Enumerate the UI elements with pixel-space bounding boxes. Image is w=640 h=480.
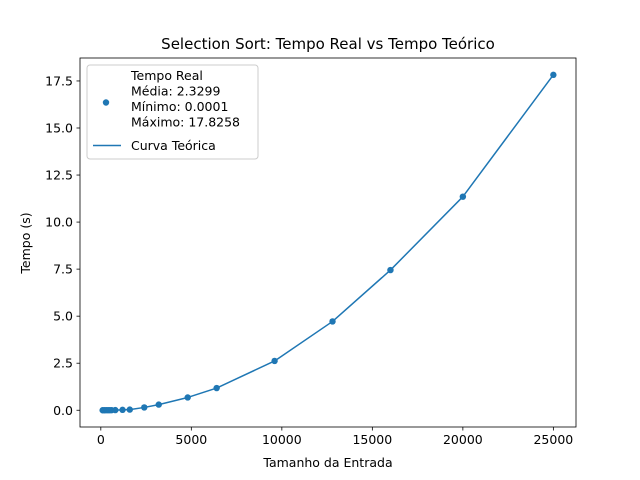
- data-point: [387, 266, 394, 274]
- y-tick-label: 7.5: [53, 262, 73, 277]
- plot-area: [99, 71, 557, 414]
- chart-title: Selection Sort: Tempo Real vs Tempo Teór…: [161, 35, 495, 53]
- data-point: [126, 406, 133, 413]
- y-tick-label: 15.0: [45, 120, 73, 135]
- legend-box: [86, 64, 259, 160]
- data-point: [155, 401, 162, 408]
- y-tick-label: 0.0: [53, 403, 73, 418]
- axes: 0 5000 10000 15000 20000 25000 0.0 2.5 5.0 7.5 10.…: [45, 57, 577, 447]
- data-point: [550, 71, 557, 79]
- x-tick-label: 20000: [443, 432, 483, 447]
- y-tick-label: 12.5: [45, 168, 73, 183]
- legend-label-tempo-real: Tempo Real: [130, 68, 203, 83]
- y-axis-title: Tempo (s): [18, 212, 33, 274]
- y-tick-label: 2.5: [53, 356, 73, 371]
- legend-label-tempo-real: Média: 2.3299: [131, 84, 221, 99]
- x-tick-label: 15000: [352, 432, 392, 447]
- axes-frame: [79, 57, 577, 428]
- data-point: [119, 406, 126, 414]
- legend-label-tempo-real: Máximo: 17.8258: [131, 115, 240, 130]
- x-tick-label: 0: [97, 432, 105, 447]
- data-point: [213, 384, 220, 392]
- legend-label-curva-teorica: Curva Teórica: [131, 138, 216, 153]
- data-point: [141, 404, 148, 411]
- x-tick-label: 5000: [175, 432, 207, 447]
- y-tick-label: 5.0: [53, 309, 73, 324]
- data-point: [184, 394, 191, 401]
- data-point: [459, 193, 467, 200]
- data-point: [271, 357, 278, 365]
- legend-label-tempo-real: Mínimo: 0.0001: [131, 99, 228, 114]
- x-axis-title: Tamanho da Entrada: [262, 455, 392, 470]
- legend-marker-tempo-real: [102, 99, 110, 106]
- y-tick-label: 17.5: [45, 73, 73, 88]
- data-point: [329, 318, 336, 325]
- y-tick-label: 10.0: [45, 215, 73, 230]
- data-point: [112, 406, 119, 414]
- x-tick-label: 10000: [262, 432, 302, 447]
- x-tick-label: 25000: [533, 432, 573, 447]
